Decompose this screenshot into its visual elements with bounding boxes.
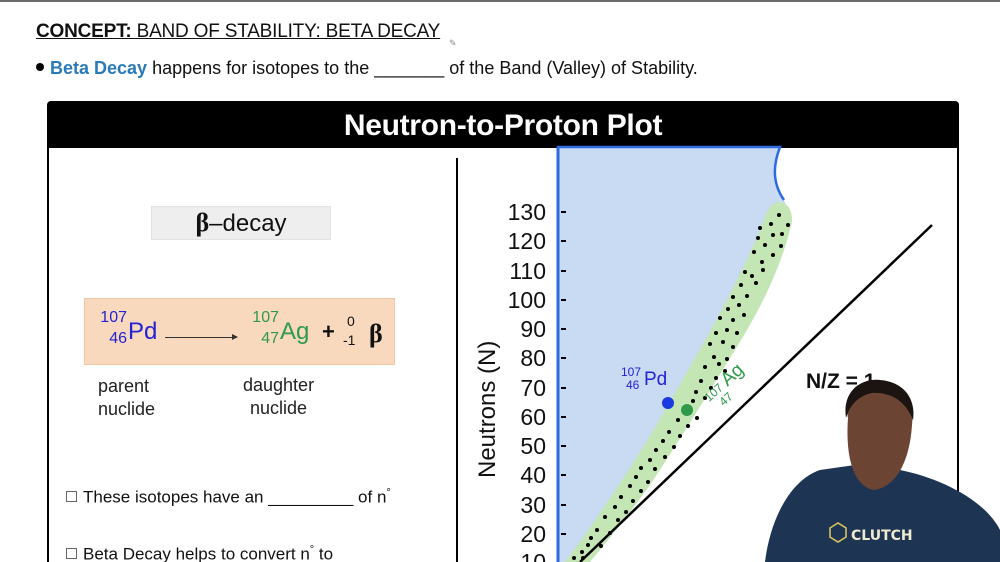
- stable-isotope-dots: [572, 213, 790, 560]
- y-tick-10: 10: [520, 549, 546, 562]
- y-tick-30: 30: [520, 492, 546, 518]
- y-tick-110: 110: [509, 258, 546, 284]
- bullet-keyword: Beta Decay: [50, 58, 148, 78]
- plus-sign: +: [322, 319, 335, 344]
- reaction-arrow-icon: [165, 334, 238, 340]
- checklist-text-after: to: [314, 544, 334, 562]
- clutch-logo-icon: [829, 522, 847, 543]
- presenter-hair: [845, 379, 914, 420]
- y-axis-ticks: [561, 211, 566, 535]
- neutron-rich-region: [558, 147, 790, 562]
- beta-mass-number: 0: [347, 313, 355, 329]
- beta-charge: -1: [343, 332, 356, 348]
- checklist-text: Beta Decay helps to convert n: [83, 544, 310, 562]
- daughter-nuclide: 107 47 Ag: [252, 309, 310, 347]
- y-tick-40: 40: [520, 462, 546, 488]
- bullet-statement: Beta Decay happens for isotopes to the _…: [36, 58, 698, 79]
- y-tick-90: 90: [520, 316, 546, 342]
- y-tick-120: 120: [507, 228, 546, 254]
- decay-equation: 107 46 Pd 107 47 Ag + 0 -1 β: [84, 298, 395, 365]
- daughter-caption: daughter nuclide: [243, 374, 314, 420]
- concept-prefix: CONCEPT:: [36, 21, 132, 42]
- top-border: [0, 0, 1000, 2]
- y-tick-70: 70: [520, 375, 546, 401]
- nz-equals-one-line: [579, 224, 933, 562]
- checklist-text: These isotopes have an _________ of n: [83, 487, 387, 507]
- pd-plot-atomic: 46: [626, 378, 640, 392]
- decay-type-label: β–decay: [151, 206, 331, 240]
- pd-plot-symbol: Pd: [644, 369, 668, 390]
- concept-title: BAND OF STABILITY: BETA DECAY: [131, 21, 441, 42]
- daughter-caption-line1: daughter: [243, 375, 315, 395]
- bullet-text: happens for isotopes to the _______ of t…: [147, 58, 698, 78]
- plot-panel: Neutron-to-Proton Plot β–decay 107 46 Pd…: [47, 101, 959, 562]
- panel-divider: [456, 158, 458, 562]
- pd-107-point: [662, 397, 674, 409]
- y-tick-60: 60: [520, 404, 546, 430]
- shirt-text: CLUTCH: [851, 528, 913, 544]
- y-tick-100: 100: [507, 287, 546, 313]
- parent-caption-line1: parent: [98, 376, 150, 396]
- y-tick-130: 130: [507, 199, 546, 225]
- ag-107-point: [681, 404, 693, 416]
- decay-label-text: –decay: [209, 210, 287, 237]
- checkbox[interactable]: [66, 490, 77, 502]
- degree-symbol: °: [386, 487, 391, 499]
- band-of-stability: [565, 202, 792, 562]
- parent-caption: parent nuclide: [98, 375, 155, 421]
- degree-symbol: °: [309, 544, 315, 556]
- presenter-shirt: [765, 465, 1000, 562]
- beta-symbol: β: [195, 208, 210, 237]
- parent-mass-number: 107: [100, 309, 127, 326]
- daughter-caption-line2: nuclide: [250, 398, 308, 418]
- daughter-atomic-number: 47: [261, 330, 279, 347]
- panel-title: Neutron-to-Proton Plot: [49, 103, 957, 148]
- checklist-item-2[interactable]: Beta Decay helps to convert n° to: [66, 544, 333, 562]
- parent-symbol: Pd: [128, 318, 158, 345]
- parent-nuclide: 107 46 Pd: [100, 309, 158, 347]
- presenter-face: [847, 383, 913, 490]
- beta-particle-symbol: β: [369, 319, 383, 348]
- y-tick-20: 20: [520, 521, 546, 547]
- checkbox[interactable]: [66, 547, 77, 559]
- parent-caption-line2: nuclide: [98, 399, 156, 419]
- checklist-item-1[interactable]: These isotopes have an _________ of n°: [66, 487, 391, 508]
- parent-atomic-number: 46: [109, 330, 127, 347]
- concept-heading: CONCEPT: BAND OF STABILITY: BETA DECAY: [36, 21, 440, 43]
- y-tick-80: 80: [520, 345, 546, 371]
- region-boundary: [556, 145, 786, 562]
- daughter-mass-number: 107: [252, 309, 279, 326]
- bullet-icon: [36, 63, 44, 72]
- y-tick-50: 50: [520, 433, 546, 459]
- pd-plot-mass: 107: [621, 365, 642, 379]
- pencil-cursor-icon: ✎: [449, 38, 457, 48]
- daughter-symbol: Ag: [280, 318, 310, 345]
